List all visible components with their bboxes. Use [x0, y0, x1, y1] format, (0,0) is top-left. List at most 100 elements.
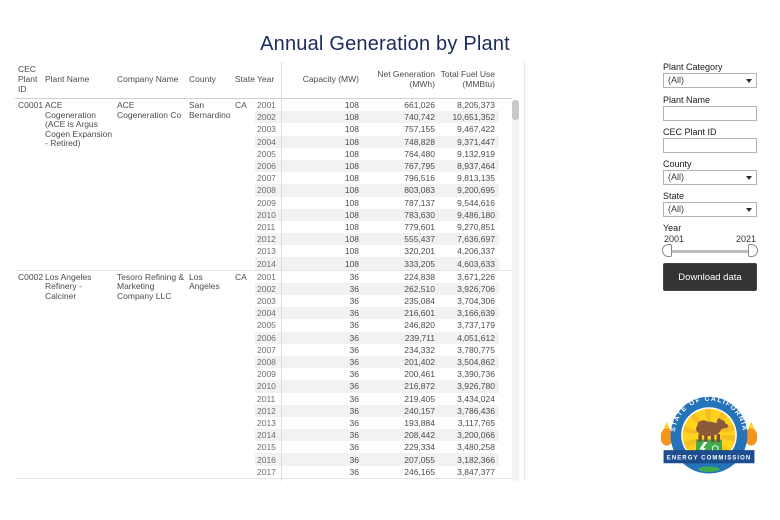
table-row[interactable]: 2013 36 193,884 3,117,765 [255, 417, 499, 429]
table-row[interactable]: 2002 36 262,510 3,926,706 [255, 282, 499, 295]
year-cell[interactable]: 2002 [257, 112, 276, 123]
year-cell[interactable]: 2015 [257, 442, 276, 453]
header-capacity[interactable]: Capacity (MW) [302, 74, 359, 84]
capacity-cell[interactable]: 108 [344, 185, 359, 196]
net-generation-cell[interactable]: 796,516 [404, 173, 435, 184]
year-cell[interactable]: 2016 [257, 454, 276, 465]
year-cell[interactable]: 2014 [257, 430, 276, 441]
year-cell[interactable]: 2011 [257, 221, 276, 232]
year-cell[interactable]: 2010 [257, 209, 276, 220]
capacity-cell[interactable]: 36 [349, 442, 359, 453]
total-fuel-use-cell[interactable]: 3,390,736 [457, 369, 495, 380]
capacity-cell[interactable]: 108 [344, 234, 359, 245]
capacity-cell[interactable]: 36 [349, 296, 359, 307]
year-cell[interactable]: 2013 [257, 417, 276, 428]
table-row[interactable]: 2016 36 207,055 3,182,366 [255, 453, 499, 466]
year-cell[interactable]: 2003 [257, 296, 276, 307]
total-fuel-use-cell[interactable]: 3,200,066 [457, 430, 495, 441]
table-row[interactable]: 2012 36 240,157 3,786,436 [255, 404, 499, 417]
table-row[interactable]: 2006 108 767,795 8,937,464 [255, 159, 499, 173]
total-fuel-use-cell[interactable]: 3,704,306 [457, 296, 495, 307]
table-scrollbar-track[interactable] [512, 100, 519, 481]
year-cell[interactable]: 2006 [257, 161, 276, 172]
total-fuel-use-cell[interactable]: 3,786,436 [457, 405, 495, 416]
year-cell[interactable]: 2005 [257, 148, 276, 159]
header-net-generation[interactable]: Net Generation (MWh) [377, 69, 435, 89]
total-fuel-use-cell[interactable]: 9,371,447 [457, 136, 495, 147]
year-cell[interactable]: 2004 [257, 308, 276, 319]
net-generation-cell[interactable]: 207,055 [404, 454, 435, 465]
header-total-fuel-use[interactable]: Total Fuel Use (MMBtu) [440, 69, 495, 89]
table-scrollbar-thumb[interactable] [512, 100, 519, 120]
table-row[interactable]: 2009 36 200,461 3,390,736 [255, 368, 499, 380]
total-fuel-use-cell[interactable]: 9,467,422 [457, 124, 495, 135]
net-generation-cell[interactable]: 219,405 [404, 393, 435, 404]
capacity-cell[interactable]: 36 [349, 417, 359, 428]
total-fuel-use-cell[interactable]: 9,544,616 [457, 197, 495, 208]
capacity-cell[interactable]: 108 [344, 124, 359, 135]
capacity-cell[interactable]: 36 [349, 344, 359, 355]
net-generation-cell[interactable]: 262,510 [404, 283, 435, 294]
table-row[interactable]: 2007 36 234,332 3,780,775 [255, 344, 499, 356]
capacity-cell[interactable]: 36 [349, 332, 359, 343]
total-fuel-use-cell[interactable]: 3,166,639 [457, 308, 495, 319]
plant-name-cell[interactable]: ACE Cogeneration (ACE is Argus Cogen Exp… [45, 100, 113, 148]
table-row[interactable]: 2010 36 216,872 3,926,780 [255, 380, 499, 393]
year-cell[interactable]: 2008 [257, 185, 276, 196]
net-generation-cell[interactable]: 764,480 [404, 148, 435, 159]
total-fuel-use-cell[interactable]: 3,780,775 [457, 344, 495, 355]
net-generation-cell[interactable]: 779,601 [404, 221, 435, 232]
capacity-cell[interactable]: 36 [349, 369, 359, 380]
table-row[interactable]: 2015 36 229,334 3,480,258 [255, 441, 499, 453]
capacity-cell[interactable]: 36 [349, 381, 359, 392]
plant-name-input[interactable] [663, 106, 757, 121]
table-row[interactable]: 2006 36 239,711 4,051,612 [255, 331, 499, 344]
net-generation-cell[interactable]: 748,828 [404, 136, 435, 147]
header-year[interactable]: Year [257, 74, 275, 84]
capacity-cell[interactable]: 36 [349, 308, 359, 319]
capacity-cell[interactable]: 36 [349, 454, 359, 465]
capacity-cell[interactable]: 36 [349, 405, 359, 416]
net-generation-cell[interactable]: 200,461 [404, 369, 435, 380]
net-generation-cell[interactable]: 661,026 [404, 100, 435, 111]
year-cell[interactable]: 2001 [257, 100, 276, 111]
header-plant-name[interactable]: Plant Name [45, 74, 90, 84]
year-cell[interactable]: 2012 [257, 405, 276, 416]
year-cell[interactable]: 2007 [257, 344, 276, 355]
total-fuel-use-cell[interactable]: 4,206,337 [457, 246, 495, 257]
net-generation-cell[interactable]: 757,155 [404, 124, 435, 135]
net-generation-cell[interactable]: 555,437 [404, 234, 435, 245]
year-slider-max-handle[interactable] [748, 244, 758, 257]
header-county[interactable]: County [189, 74, 216, 84]
table-row[interactable]: 2012 108 555,437 7,636,697 [255, 233, 499, 246]
capacity-cell[interactable]: 108 [344, 209, 359, 220]
total-fuel-use-cell[interactable]: 9,132,919 [457, 148, 495, 159]
net-generation-cell[interactable]: 234,332 [404, 344, 435, 355]
year-cell[interactable]: 2002 [257, 283, 276, 294]
table-row[interactable]: 2002 108 740,742 10,651,352 [255, 111, 499, 124]
capacity-cell[interactable]: 36 [349, 430, 359, 441]
net-generation-cell[interactable]: 193,884 [404, 417, 435, 428]
total-fuel-use-cell[interactable]: 3,434,024 [457, 393, 495, 404]
cec-plant-id-input[interactable] [663, 138, 757, 153]
header-state[interactable]: State [235, 74, 255, 84]
year-cell[interactable]: 2009 [257, 197, 276, 208]
table-row[interactable]: 2008 36 201,402 3,504,862 [255, 355, 499, 369]
year-cell[interactable]: 2004 [257, 136, 276, 147]
year-cell[interactable]: 2003 [257, 124, 276, 135]
table-row[interactable]: 2007 108 796,516 9,813,135 [255, 172, 499, 184]
table-row[interactable]: 2017 36 246,165 3,847,377 [255, 466, 499, 478]
capacity-cell[interactable]: 36 [349, 283, 359, 294]
capacity-cell[interactable]: 108 [344, 197, 359, 208]
table-row[interactable]: 2009 108 787,137 9,544,616 [255, 197, 499, 209]
net-generation-cell[interactable]: 787,137 [404, 197, 435, 208]
table-row[interactable]: 2014 36 208,442 3,200,066 [255, 429, 499, 442]
total-fuel-use-cell[interactable]: 7,636,697 [457, 234, 495, 245]
net-generation-cell[interactable]: 201,402 [404, 357, 435, 368]
county-select[interactable]: (All) [663, 170, 757, 185]
total-fuel-use-cell[interactable]: 8,937,464 [457, 161, 495, 172]
capacity-cell[interactable]: 36 [349, 466, 359, 477]
total-fuel-use-cell[interactable]: 3,504,862 [457, 357, 495, 368]
net-generation-cell[interactable]: 239,711 [404, 332, 435, 343]
state-cell[interactable]: CA [235, 100, 247, 110]
